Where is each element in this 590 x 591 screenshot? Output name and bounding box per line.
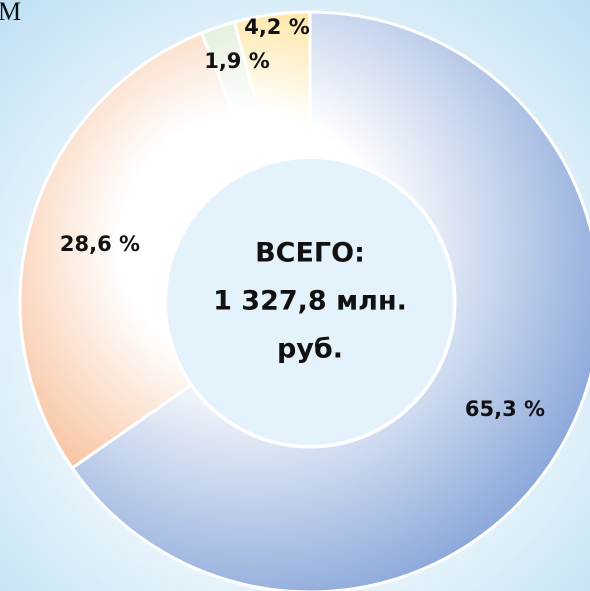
data-label: 4,2 % — [244, 15, 310, 39]
center-label: руб. — [277, 334, 343, 365]
center-hole — [165, 157, 455, 447]
center-label: 1 327,8 млн. — [213, 286, 407, 317]
title: М — [0, 0, 21, 26]
data-label: 1,9 % — [204, 49, 270, 73]
data-label: 65,3 % — [465, 397, 545, 421]
center-label: ВСЕГО: — [255, 238, 365, 269]
data-label: 28,6 % — [60, 232, 140, 256]
